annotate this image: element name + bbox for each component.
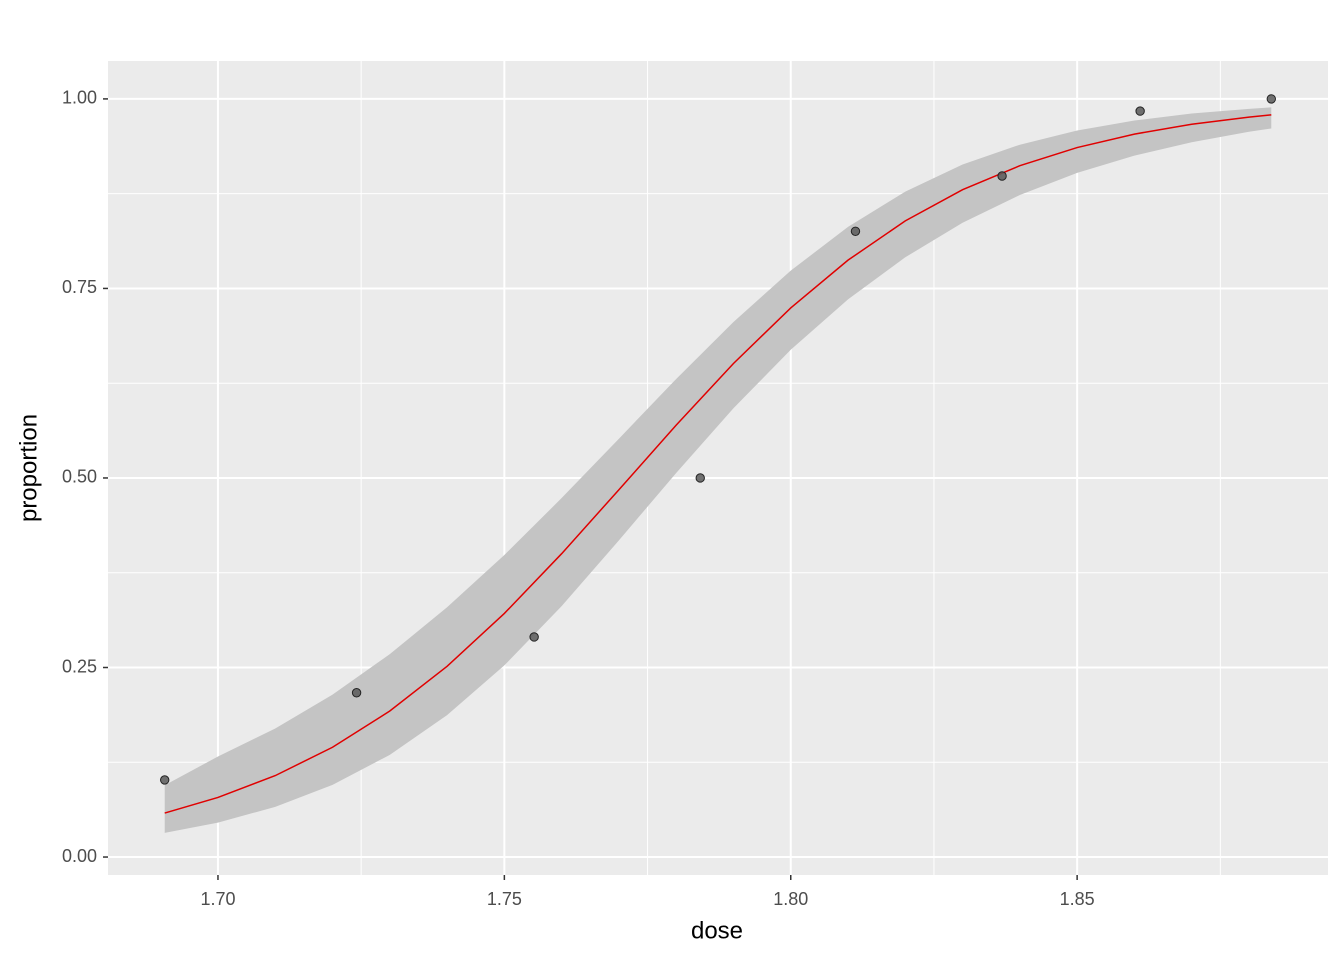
x-tick-label: 1.80 [773, 889, 808, 909]
y-tick-label: 0.00 [62, 846, 97, 866]
x-tick-label: 1.85 [1060, 889, 1095, 909]
point [997, 171, 1007, 181]
point [850, 226, 861, 236]
point [351, 688, 362, 698]
y-tick-label: 0.25 [62, 656, 97, 676]
point [695, 473, 705, 483]
x-tick-label: 1.70 [200, 889, 235, 909]
y-axis-title: proportion [15, 414, 42, 522]
x-axis-title: dose [691, 917, 743, 944]
point [1135, 106, 1145, 116]
point [160, 775, 170, 785]
y-tick-label: 0.50 [62, 467, 97, 487]
y-tick-label: 0.75 [62, 277, 97, 297]
x-tick-label: 1.75 [487, 889, 522, 909]
point [1266, 94, 1276, 104]
fit-line [164, 114, 1272, 814]
y-tick-label: 1.00 [62, 88, 97, 108]
confidence-band [164, 107, 1272, 833]
point [529, 632, 539, 642]
